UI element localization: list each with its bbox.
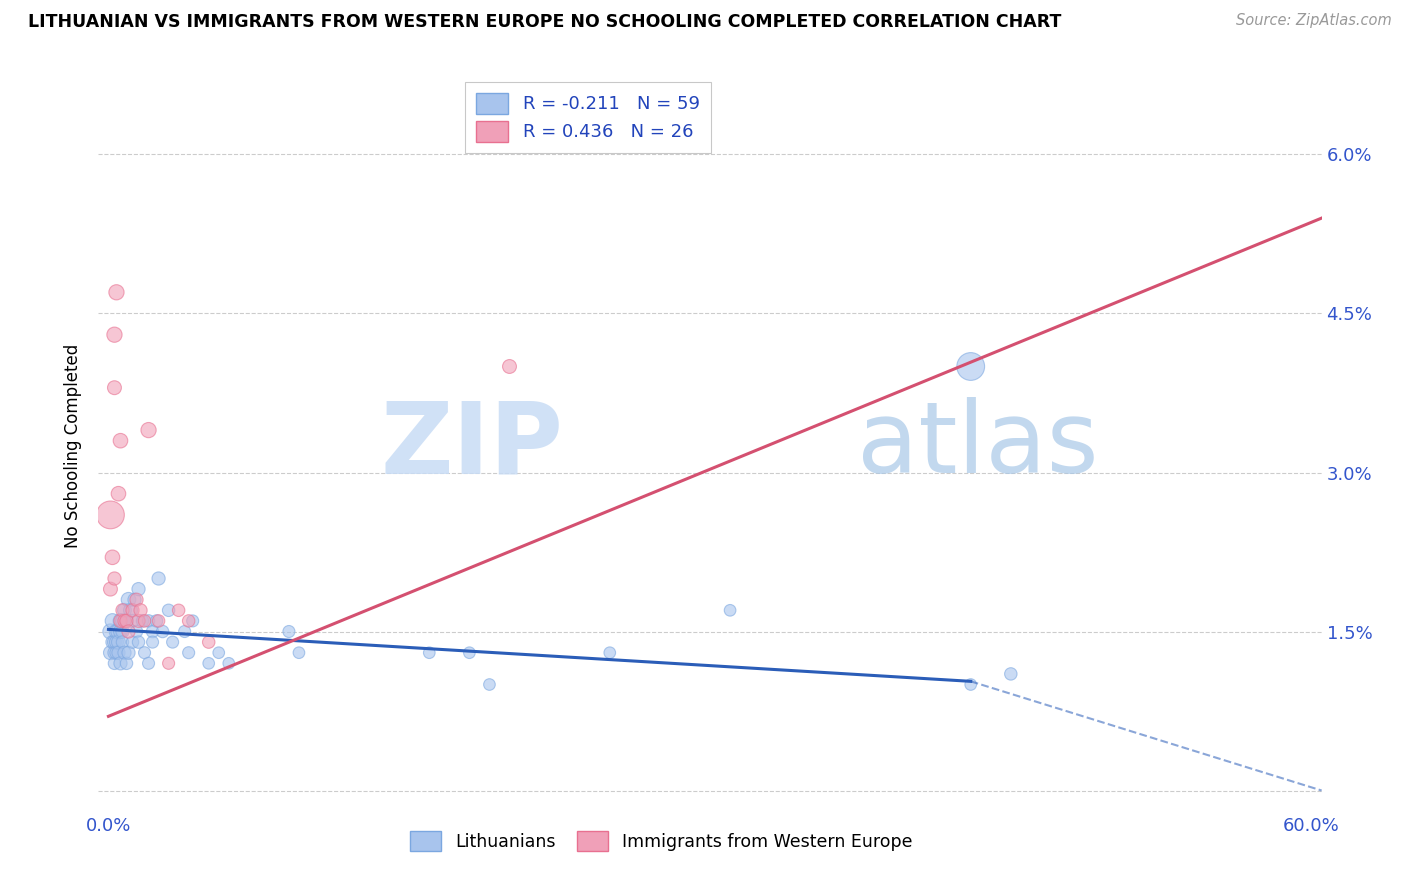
Legend: Lithuanians, Immigrants from Western Europe: Lithuanians, Immigrants from Western Eur… <box>404 824 920 858</box>
Point <box>959 677 981 691</box>
Point <box>157 603 180 617</box>
Point <box>103 381 125 395</box>
Point <box>114 646 136 660</box>
Point <box>111 635 134 649</box>
Point <box>100 582 122 596</box>
Point <box>121 614 143 628</box>
Point <box>167 603 190 617</box>
Point <box>138 423 160 437</box>
Point <box>115 614 138 628</box>
Point <box>100 624 122 639</box>
Point <box>134 646 156 660</box>
Point <box>101 614 124 628</box>
Point <box>103 635 125 649</box>
Point <box>100 646 122 660</box>
Point <box>103 657 125 671</box>
Point <box>111 603 134 617</box>
Point <box>110 657 132 671</box>
Point <box>107 635 129 649</box>
Point <box>100 508 122 522</box>
Point <box>177 646 200 660</box>
Point <box>208 646 231 660</box>
Point <box>101 635 124 649</box>
Point <box>107 486 129 500</box>
Point <box>111 624 134 639</box>
Point <box>125 624 148 639</box>
Point <box>117 592 139 607</box>
Point <box>121 635 143 649</box>
Point <box>162 635 184 649</box>
Point <box>458 646 481 660</box>
Point <box>107 624 129 639</box>
Point <box>148 614 170 628</box>
Point <box>478 677 501 691</box>
Point <box>115 614 138 628</box>
Point <box>959 359 981 374</box>
Text: Source: ZipAtlas.com: Source: ZipAtlas.com <box>1236 13 1392 29</box>
Point <box>110 614 132 628</box>
Point <box>110 614 132 628</box>
Point <box>599 646 621 660</box>
Point <box>152 624 174 639</box>
Point <box>131 614 153 628</box>
Point <box>181 614 204 628</box>
Point <box>177 614 200 628</box>
Point <box>128 582 150 596</box>
Text: atlas: atlas <box>856 398 1098 494</box>
Text: LITHUANIAN VS IMMIGRANTS FROM WESTERN EUROPE NO SCHOOLING COMPLETED CORRELATION : LITHUANIAN VS IMMIGRANTS FROM WESTERN EU… <box>28 13 1062 31</box>
Point <box>418 646 440 660</box>
Point <box>111 614 134 628</box>
Y-axis label: No Schooling Completed: No Schooling Completed <box>65 344 83 548</box>
Point <box>105 624 128 639</box>
Point <box>128 635 150 649</box>
Point <box>142 624 165 639</box>
Point <box>117 646 139 660</box>
Point <box>173 624 195 639</box>
Point <box>125 592 148 607</box>
Point <box>277 624 299 639</box>
Point <box>498 359 520 374</box>
Point <box>114 603 136 617</box>
Point <box>103 327 125 342</box>
Point <box>129 603 152 617</box>
Point <box>115 657 138 671</box>
Point <box>120 603 142 617</box>
Text: ZIP: ZIP <box>381 398 564 494</box>
Point <box>121 603 143 617</box>
Point <box>134 614 156 628</box>
Point <box>288 646 311 660</box>
Point <box>218 657 240 671</box>
Point <box>103 646 125 660</box>
Point <box>157 657 180 671</box>
Point <box>107 646 129 660</box>
Point <box>142 635 165 649</box>
Point <box>197 635 219 649</box>
Point <box>101 550 124 565</box>
Point <box>110 434 132 448</box>
Point <box>105 635 128 649</box>
Point <box>1000 667 1022 681</box>
Point <box>145 614 167 628</box>
Point <box>138 614 160 628</box>
Point <box>103 572 125 586</box>
Point <box>105 646 128 660</box>
Point <box>197 657 219 671</box>
Point <box>105 285 128 300</box>
Point <box>718 603 741 617</box>
Point <box>128 614 150 628</box>
Point <box>114 614 136 628</box>
Point <box>148 572 170 586</box>
Point <box>110 624 132 639</box>
Point <box>117 624 139 639</box>
Point <box>124 592 146 607</box>
Point <box>138 657 160 671</box>
